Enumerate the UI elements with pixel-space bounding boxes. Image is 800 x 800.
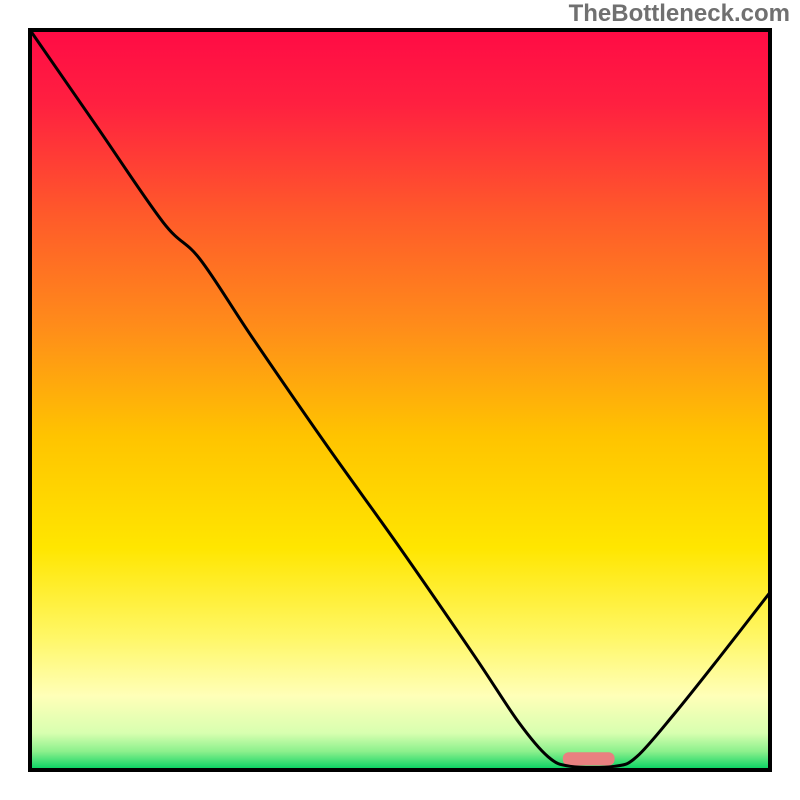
plot-background (30, 30, 770, 770)
bottleneck-chart (0, 0, 800, 800)
optimum-marker (563, 752, 615, 765)
watermark-text: TheBottleneck.com (569, 0, 790, 28)
chart-container: TheBottleneck.com (0, 0, 800, 800)
